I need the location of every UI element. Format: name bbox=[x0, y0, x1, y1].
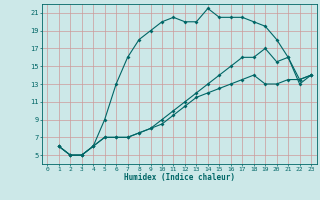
X-axis label: Humidex (Indice chaleur): Humidex (Indice chaleur) bbox=[124, 173, 235, 182]
